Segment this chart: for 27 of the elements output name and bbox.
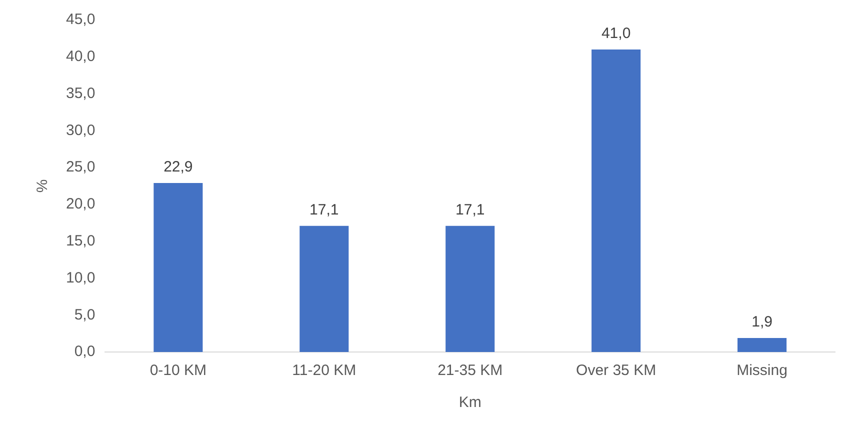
data-label: 1,9 [752,314,772,331]
y-tick-label: 30,0 [66,122,96,139]
y-tick-label: 15,0 [66,232,96,250]
x-axis-title: Km [458,394,482,412]
x-tick-label: Over 35 KM [576,362,656,380]
bar [592,50,641,352]
bar [300,226,349,352]
y-tick-label: 25,0 [66,158,96,176]
bar [446,226,495,352]
y-tick-label: 35,0 [66,84,96,102]
y-tick-label: 20,0 [66,196,96,213]
bar [154,183,203,352]
x-tick-label: 11-20 KM [292,362,356,380]
y-axis-title: % [34,179,52,193]
data-label: 22,9 [164,158,193,176]
bar [738,338,787,352]
y-tick-label: 5,0 [74,306,96,324]
y-tick-label: 40,0 [66,48,96,66]
data-label: 17,1 [455,201,485,218]
y-tick-label: 45,0 [66,11,96,28]
y-tick-label: 10,0 [66,269,96,286]
data-label: 41,0 [601,25,631,42]
y-tick-label: 0,0 [74,343,96,360]
x-tick-label: 21-35 KM [438,362,503,380]
data-label: 17,1 [310,201,339,218]
x-tick-label: 0-10 KM [150,362,207,380]
x-tick-label: Missing [736,362,788,380]
